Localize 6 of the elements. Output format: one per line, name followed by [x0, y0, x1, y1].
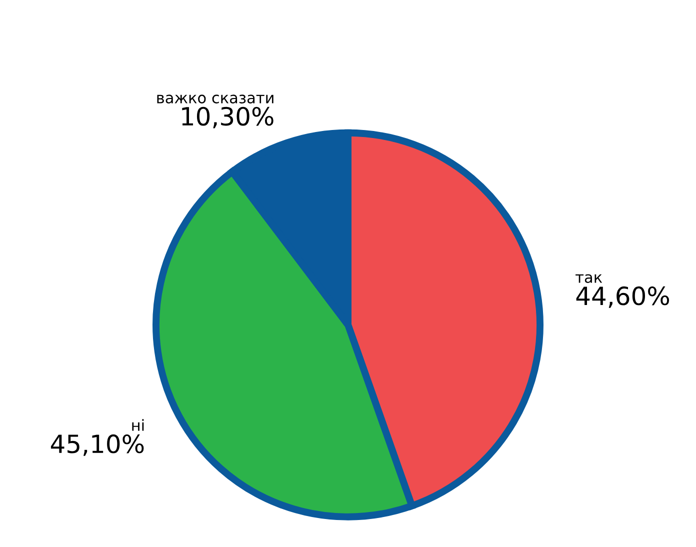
slice-label: ні — [132, 419, 144, 431]
slice-label: важко сказати — [157, 94, 274, 104]
data-label: 44,60% — [576, 286, 670, 308]
data-label: 45,10% — [50, 434, 144, 456]
slice-label: так — [576, 274, 602, 283]
data-label: 10,30% — [182, 106, 274, 128]
